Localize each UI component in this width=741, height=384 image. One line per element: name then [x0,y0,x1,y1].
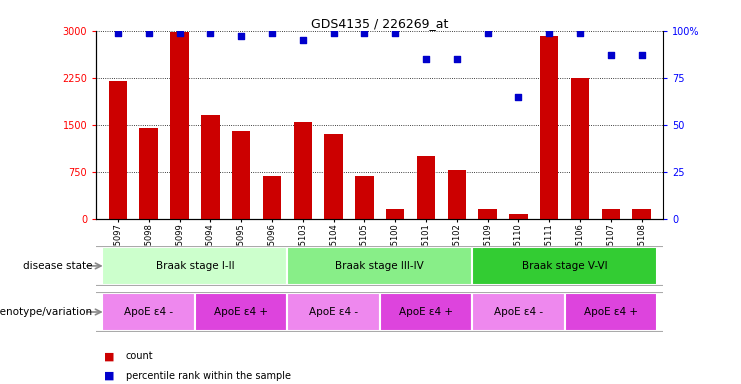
Text: disease state: disease state [23,261,93,271]
Point [389,30,401,36]
Bar [232,131,250,219]
Point [266,30,278,36]
Text: count: count [126,351,153,361]
Point [143,30,155,36]
Point [636,52,648,58]
Bar [325,134,343,219]
Point [173,30,185,36]
Bar [102,293,195,331]
Bar [416,156,435,219]
Bar [201,115,219,219]
Bar [263,176,281,219]
Text: ApoE ε4 +: ApoE ε4 + [214,307,268,317]
Bar [602,210,620,219]
Text: Braak stage I-II: Braak stage I-II [156,261,234,271]
Bar [386,210,405,219]
Point [543,30,555,36]
Point [605,52,617,58]
Text: Braak stage V-VI: Braak stage V-VI [522,261,608,271]
Point [235,33,247,40]
Bar [293,122,312,219]
Point [451,56,462,62]
Bar [102,247,288,285]
Bar [509,215,528,219]
Bar [540,36,559,219]
Point [112,30,124,36]
Point [359,30,370,36]
Point [513,93,525,99]
Bar [472,293,565,331]
Text: ■: ■ [104,371,114,381]
Bar [448,170,466,219]
Text: ■: ■ [104,351,114,361]
Title: GDS4135 / 226269_at: GDS4135 / 226269_at [311,17,448,30]
Point [574,30,586,36]
Bar [139,128,158,219]
Bar [170,32,189,219]
Text: ApoE ε4 -: ApoE ε4 - [124,307,173,317]
Point [297,37,309,43]
Text: ApoE ε4 +: ApoE ε4 + [399,307,453,317]
Bar [288,247,472,285]
Text: ApoE ε4 -: ApoE ε4 - [309,307,358,317]
Bar [565,293,657,331]
Bar [571,78,589,219]
Bar [109,81,127,219]
Point [328,30,339,36]
Bar [472,247,657,285]
Text: ApoE ε4 +: ApoE ε4 + [584,307,638,317]
Text: ApoE ε4 -: ApoE ε4 - [494,307,543,317]
Bar [288,293,379,331]
Bar [479,210,496,219]
Text: genotype/variation: genotype/variation [0,307,93,317]
Bar [195,293,288,331]
Point [420,56,432,62]
Point [205,30,216,36]
Point [482,30,494,36]
Bar [632,210,651,219]
Bar [355,176,373,219]
Text: Braak stage III-IV: Braak stage III-IV [336,261,424,271]
Bar [380,293,472,331]
Text: percentile rank within the sample: percentile rank within the sample [126,371,291,381]
